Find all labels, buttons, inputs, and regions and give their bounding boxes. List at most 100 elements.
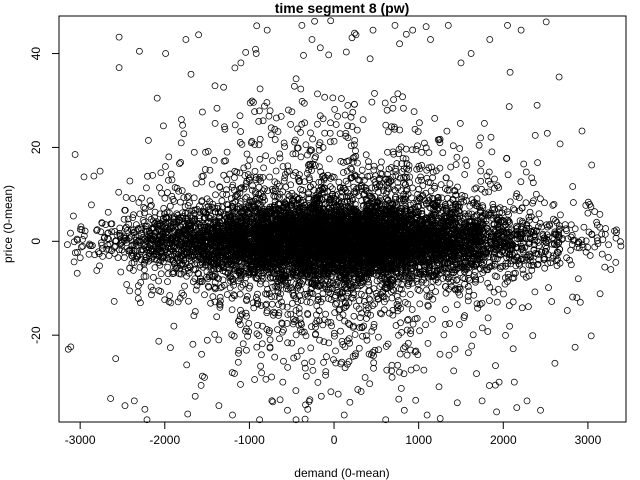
scatter-point xyxy=(132,255,140,263)
scatter-point xyxy=(422,23,430,30)
scatter-point xyxy=(141,405,149,413)
scatter-point xyxy=(582,248,590,256)
scatter-point xyxy=(510,205,517,212)
scatter-point xyxy=(549,252,557,260)
scatter-point xyxy=(342,48,350,56)
scatter-point xyxy=(445,274,453,281)
scatter-point xyxy=(384,128,392,136)
scatter-point xyxy=(314,297,322,304)
scatter-point xyxy=(341,317,348,325)
scatter-point xyxy=(78,243,85,251)
scatter-point xyxy=(184,266,192,274)
scatter-point xyxy=(284,311,292,318)
scatter-point xyxy=(167,344,174,351)
scatter-point xyxy=(160,122,167,130)
scatter-point xyxy=(221,125,229,133)
scatter-point xyxy=(350,312,358,320)
scatter-point xyxy=(546,222,553,230)
scatter-point xyxy=(390,123,398,131)
scatter-point xyxy=(281,174,289,182)
scatter-point xyxy=(237,128,244,135)
scatter-point xyxy=(220,83,227,91)
y-axis-label: price (0-mean) xyxy=(1,185,15,263)
scatter-point xyxy=(216,300,223,308)
scatter-point xyxy=(359,332,366,340)
scatter-point xyxy=(148,225,155,233)
scatter-point xyxy=(366,380,374,388)
scatter-point xyxy=(155,277,162,285)
scatter-point xyxy=(143,184,150,192)
scatter-point xyxy=(248,138,256,145)
scatter-point xyxy=(246,282,254,290)
scatter-point xyxy=(220,171,228,179)
scatter-point xyxy=(280,139,288,147)
scatter-point xyxy=(138,230,145,238)
scatter-point xyxy=(281,143,288,150)
scatter-point xyxy=(366,55,374,63)
scatter-point xyxy=(320,338,328,346)
scatter-point xyxy=(114,254,122,261)
scatter-point xyxy=(450,367,458,375)
scatter-point xyxy=(399,290,407,298)
scatter-point xyxy=(422,321,429,329)
scatter-point xyxy=(399,154,407,162)
scatter-point xyxy=(416,327,423,335)
scatter-point xyxy=(174,298,182,306)
scatter-point xyxy=(387,164,395,171)
scatter-point xyxy=(88,201,95,209)
scatter-point xyxy=(495,184,503,191)
scatter-point xyxy=(307,129,314,137)
scatter-point xyxy=(389,104,397,112)
scatter-point xyxy=(157,288,165,295)
scatter-point xyxy=(443,127,451,135)
scatter-point xyxy=(192,286,200,294)
scatter-point xyxy=(130,267,137,274)
scatter-point xyxy=(156,210,164,218)
scatter-point xyxy=(505,302,513,309)
scatter-point xyxy=(485,188,493,196)
scatter-point xyxy=(348,165,355,173)
scatter-point xyxy=(320,184,328,192)
scatter-point xyxy=(211,120,219,127)
scatter-point xyxy=(165,176,172,184)
scatter-point xyxy=(407,346,414,354)
scatter-point xyxy=(297,153,305,161)
scatter-point xyxy=(348,34,356,42)
scatter-point xyxy=(275,312,282,319)
scatter-point xyxy=(162,163,169,170)
scatter-point xyxy=(566,256,573,264)
scatter-point xyxy=(250,99,257,106)
scatter-point xyxy=(449,142,457,150)
scatter-point xyxy=(396,368,403,376)
scatter-point xyxy=(477,160,485,167)
scatter-point xyxy=(247,139,255,147)
scatter-point xyxy=(316,44,324,52)
scatter-point xyxy=(260,164,267,172)
scatter-point xyxy=(254,290,261,298)
scatter-point xyxy=(185,269,193,277)
scatter-point xyxy=(219,190,227,198)
scatter-point xyxy=(559,235,566,242)
scatter-point xyxy=(513,190,521,198)
scatter-point xyxy=(425,293,433,300)
scatter-point xyxy=(291,82,298,90)
scatter-point xyxy=(418,149,425,156)
scatter-point xyxy=(418,278,426,286)
scatter-point xyxy=(222,157,229,165)
scatter-point xyxy=(157,169,165,177)
scatter-point xyxy=(278,320,286,328)
scatter-point xyxy=(236,185,243,193)
scatter-point xyxy=(344,102,352,109)
scatter-point xyxy=(278,298,285,306)
scatter-point xyxy=(472,278,479,286)
scatter-point xyxy=(123,281,131,288)
scatter-point xyxy=(403,351,411,359)
scatter-point xyxy=(74,248,81,256)
scatter-point xyxy=(199,108,206,116)
scatter-point xyxy=(268,300,276,308)
scatter-point xyxy=(306,396,314,404)
scatter-point xyxy=(363,315,370,322)
scatter-point xyxy=(420,366,428,374)
scatter-point xyxy=(489,200,497,208)
scatter-point xyxy=(461,192,469,200)
